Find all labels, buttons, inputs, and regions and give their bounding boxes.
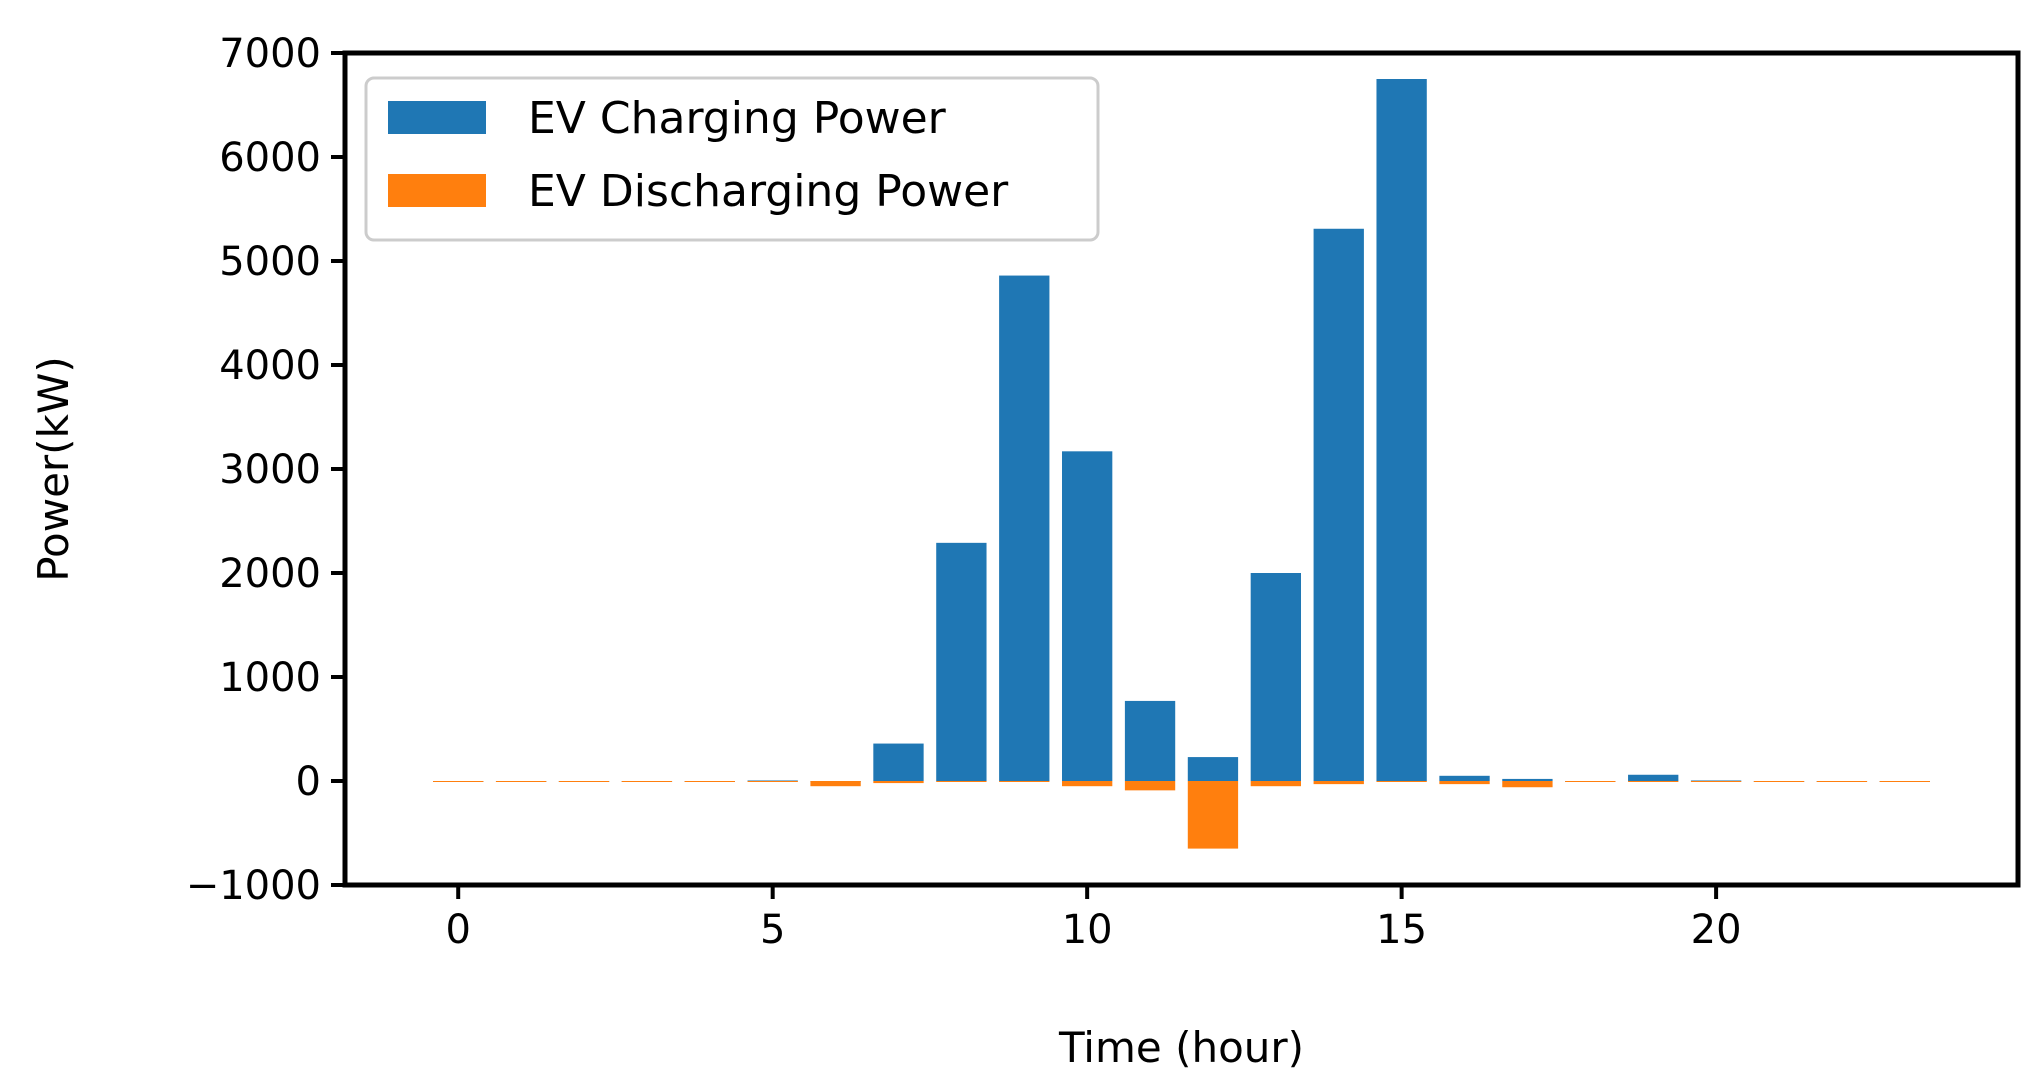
bar-discharging-hour-3 [621,781,673,782]
bar-charging-hour-11 [1124,700,1176,781]
bar-discharging-hour-18 [1565,781,1616,782]
bar-charging-hour-5 [747,780,798,782]
bar-discharging-hour-9 [999,781,1050,782]
bar-discharging-hour-7 [873,781,924,784]
bar-discharging-hour-22 [1816,781,1868,782]
y-tick-label: −1000 [186,863,321,909]
bar-charging-hour-19 [1628,774,1679,781]
bar-charging-hour-14 [1313,228,1364,781]
bar-discharging-hour-16 [1439,781,1490,785]
bar-charging-hour-9 [999,275,1050,781]
y-tick-label: 6000 [219,135,321,181]
bar-charging-hour-8 [936,542,987,781]
bar-discharging-hour-13 [1250,781,1301,787]
y-tick-label: 5000 [219,239,321,285]
bar-discharging-hour-14 [1313,781,1364,785]
bar-discharging-hour-2 [558,781,610,782]
bar-discharging-hour-1 [495,781,547,782]
bar-charging-hour-7 [873,743,924,781]
y-tick-label: 0 [296,759,321,805]
bar-discharging-hour-6 [810,781,861,787]
legend: EV Charging Power EV Discharging Power [364,76,1100,242]
legend-label-discharging: EV Discharging Power [528,166,1009,217]
bar-charging-hour-10 [1062,451,1113,781]
bar-discharging-hour-10 [1062,781,1113,787]
x-tick-label: 0 [445,907,470,953]
bar-charging-hour-13 [1250,573,1301,781]
bar-discharging-hour-4 [684,781,735,782]
legend-swatch-discharging [388,174,486,207]
x-axis-ticks: 0 5 10 15 20 [445,885,1742,953]
x-tick-label: 10 [1062,907,1113,953]
bar-discharging-hour-23 [1879,781,1930,782]
bar-discharging-hour-20 [1690,781,1742,782]
bar-charging-hour-20 [1690,780,1742,782]
y-tick-label: 4000 [219,343,321,389]
y-tick-label: 2000 [219,551,321,597]
bar-discharging-hour-21 [1753,781,1805,782]
bar-charging-hour-15 [1376,79,1427,781]
legend-label-charging: EV Charging Power [528,93,947,144]
legend-swatch-charging [388,101,486,134]
bar-charging-hour-12 [1187,757,1239,781]
legend-box [364,76,1100,242]
bar-discharging-hour-19 [1628,781,1679,782]
x-tick-label: 15 [1376,907,1427,953]
x-tick-label: 20 [1691,907,1742,953]
x-tick-label: 5 [760,907,785,953]
bar-discharging-hour-12 [1187,781,1239,849]
bar-discharging-hour-15 [1376,781,1427,782]
bar-discharging-hour-11 [1124,781,1176,791]
bar-discharging-hour-17 [1502,781,1553,788]
y-axis-ticks: −1000 0 1000 2000 3000 4000 5000 6000 7000 [186,31,345,909]
x-axis-label: Time (hour) [1058,1023,1304,1072]
bar-discharging-hour-0 [433,781,484,782]
bars-layer [433,79,1930,849]
bar-discharging-hour-8 [936,781,987,782]
y-axis-label: Power(kW) [29,356,78,582]
y-tick-label: 1000 [219,655,321,701]
bar-charging-hour-16 [1439,775,1490,781]
bar-charging-hour-17 [1502,778,1553,781]
bar-discharging-hour-5 [747,781,798,782]
y-tick-label: 7000 [219,31,321,77]
y-tick-label: 3000 [219,447,321,493]
